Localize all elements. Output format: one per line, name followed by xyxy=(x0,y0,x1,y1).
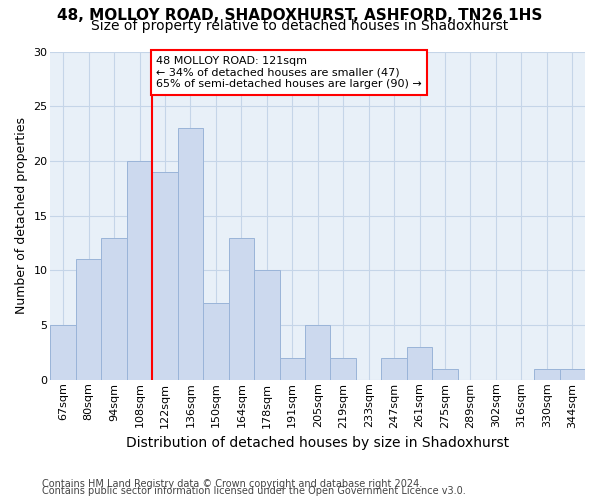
Bar xyxy=(178,128,203,380)
Bar xyxy=(50,325,76,380)
Bar xyxy=(280,358,305,380)
Y-axis label: Number of detached properties: Number of detached properties xyxy=(15,117,28,314)
Bar xyxy=(101,238,127,380)
Bar xyxy=(305,325,331,380)
Bar xyxy=(254,270,280,380)
X-axis label: Distribution of detached houses by size in Shadoxhurst: Distribution of detached houses by size … xyxy=(126,436,509,450)
Text: Size of property relative to detached houses in Shadoxhurst: Size of property relative to detached ho… xyxy=(91,19,509,33)
Bar xyxy=(534,369,560,380)
Bar xyxy=(152,172,178,380)
Text: 48, MOLLOY ROAD, SHADOXHURST, ASHFORD, TN26 1HS: 48, MOLLOY ROAD, SHADOXHURST, ASHFORD, T… xyxy=(58,8,542,22)
Text: Contains HM Land Registry data © Crown copyright and database right 2024.: Contains HM Land Registry data © Crown c… xyxy=(42,479,422,489)
Text: 48 MOLLOY ROAD: 121sqm
← 34% of detached houses are smaller (47)
65% of semi-det: 48 MOLLOY ROAD: 121sqm ← 34% of detached… xyxy=(156,56,422,89)
Text: Contains public sector information licensed under the Open Government Licence v3: Contains public sector information licen… xyxy=(42,486,466,496)
Bar xyxy=(432,369,458,380)
Bar xyxy=(229,238,254,380)
Bar xyxy=(560,369,585,380)
Bar xyxy=(127,161,152,380)
Bar xyxy=(407,347,432,380)
Bar xyxy=(331,358,356,380)
Bar xyxy=(382,358,407,380)
Bar xyxy=(76,260,101,380)
Bar xyxy=(203,303,229,380)
